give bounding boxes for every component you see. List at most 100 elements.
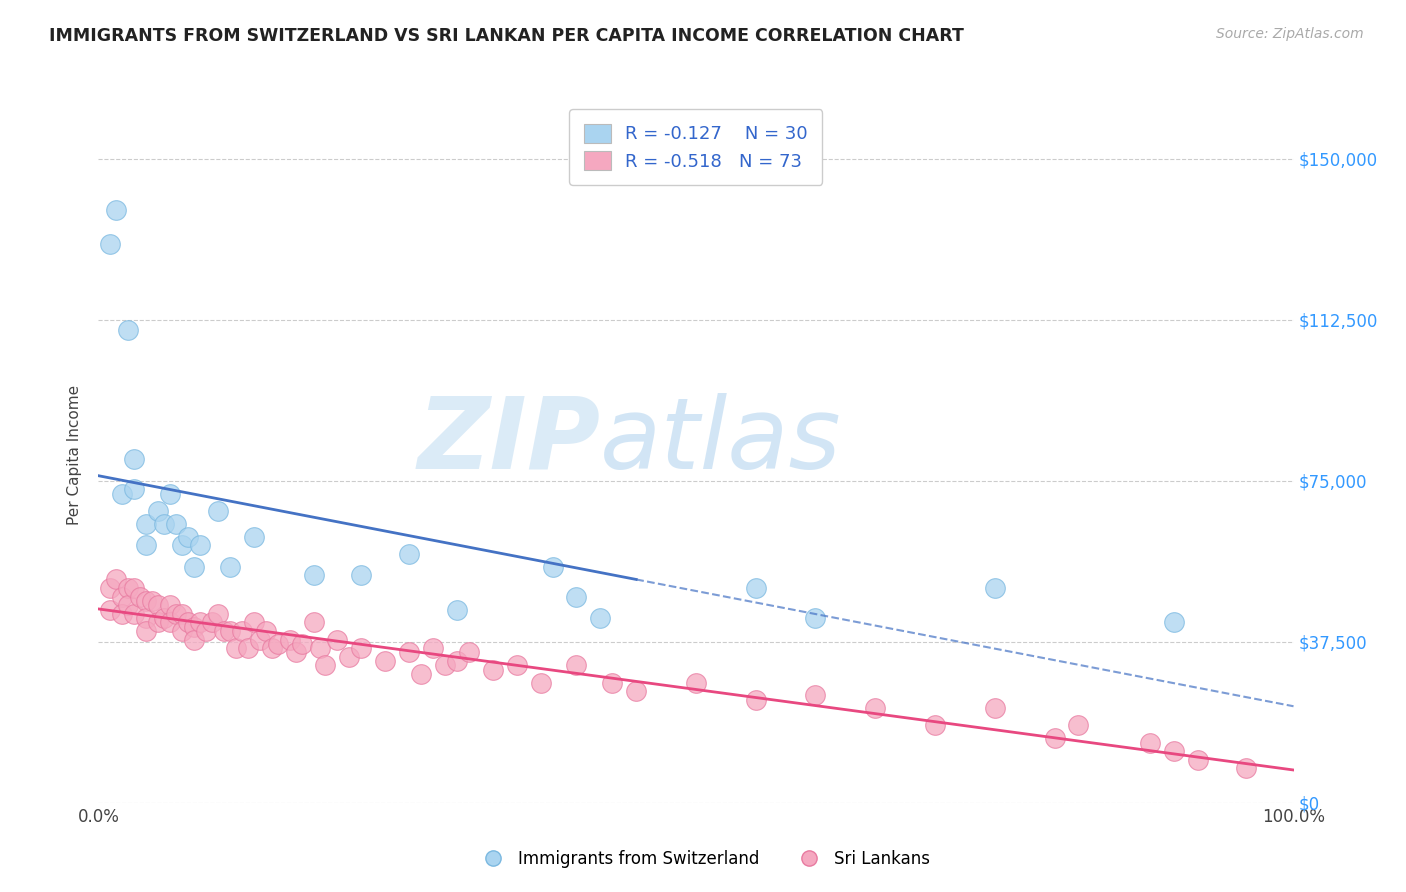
Point <box>350 641 373 656</box>
Point <box>745 692 768 706</box>
Point <box>124 483 146 497</box>
Point <box>236 641 259 656</box>
Point <box>124 607 146 621</box>
Point <box>159 615 181 630</box>
Point <box>1067 718 1090 732</box>
Point <box>172 624 194 638</box>
Point <box>565 590 588 604</box>
Point <box>111 486 134 500</box>
Point <box>207 504 229 518</box>
Point <box>339 649 361 664</box>
Point <box>260 641 283 656</box>
Point <box>565 658 588 673</box>
Point <box>685 675 707 690</box>
Point <box>315 658 337 673</box>
Point <box>212 624 235 638</box>
Point <box>111 590 134 604</box>
Point <box>1043 731 1066 746</box>
Point <box>188 538 211 552</box>
Point <box>302 568 325 582</box>
Point <box>446 602 468 616</box>
Point <box>153 611 176 625</box>
Point <box>219 559 242 574</box>
Point <box>183 632 205 647</box>
Point <box>1163 615 1185 630</box>
Point <box>530 675 553 690</box>
Point <box>98 581 122 595</box>
Point <box>1139 736 1161 750</box>
Point <box>124 452 146 467</box>
Point <box>398 547 420 561</box>
Point <box>446 654 468 668</box>
Point <box>422 641 444 656</box>
Point <box>924 718 946 732</box>
Point <box>284 645 307 659</box>
Point <box>165 516 187 531</box>
Point <box>626 684 648 698</box>
Point <box>481 663 505 677</box>
Text: Source: ZipAtlas.com: Source: ZipAtlas.com <box>1216 27 1364 41</box>
Point <box>135 624 157 638</box>
Legend: R = -0.127    N = 30, R = -0.518   N = 73: R = -0.127 N = 30, R = -0.518 N = 73 <box>569 109 823 185</box>
Point <box>254 624 277 638</box>
Point <box>602 675 624 690</box>
Point <box>1163 744 1185 758</box>
Point <box>278 632 301 647</box>
Point <box>153 516 176 531</box>
Point <box>458 645 481 659</box>
Point <box>231 624 253 638</box>
Point <box>148 615 170 630</box>
Point <box>172 607 194 621</box>
Point <box>207 607 229 621</box>
Point <box>308 641 330 656</box>
Point <box>105 573 128 587</box>
Point <box>267 637 290 651</box>
Point <box>177 615 200 630</box>
Point <box>984 701 1007 715</box>
Point <box>541 559 564 574</box>
Text: ZIP: ZIP <box>418 392 600 490</box>
Point <box>398 645 420 659</box>
Point <box>291 637 314 651</box>
Point <box>124 581 146 595</box>
Point <box>804 689 827 703</box>
Point <box>177 529 200 543</box>
Point <box>374 654 396 668</box>
Point <box>1234 761 1257 775</box>
Point <box>243 615 266 630</box>
Point <box>243 529 266 543</box>
Y-axis label: Per Capita Income: Per Capita Income <box>67 384 83 525</box>
Point <box>172 538 194 552</box>
Text: IMMIGRANTS FROM SWITZERLAND VS SRI LANKAN PER CAPITA INCOME CORRELATION CHART: IMMIGRANTS FROM SWITZERLAND VS SRI LANKA… <box>49 27 965 45</box>
Point <box>135 516 157 531</box>
Point <box>135 594 157 608</box>
Point <box>411 667 433 681</box>
Point <box>148 599 170 613</box>
Point <box>165 607 187 621</box>
Point <box>98 602 122 616</box>
Legend: Immigrants from Switzerland, Sri Lankans: Immigrants from Switzerland, Sri Lankans <box>470 844 936 875</box>
Point <box>159 599 181 613</box>
Point <box>350 568 373 582</box>
Point <box>201 615 224 630</box>
Point <box>302 615 325 630</box>
Point <box>183 620 205 634</box>
Point <box>219 624 242 638</box>
Point <box>105 203 128 218</box>
Point <box>141 594 163 608</box>
Point <box>148 504 170 518</box>
Point <box>506 658 529 673</box>
Point <box>589 611 612 625</box>
Point <box>159 486 181 500</box>
Point <box>135 538 157 552</box>
Point <box>225 641 247 656</box>
Text: atlas: atlas <box>600 392 842 490</box>
Point <box>326 632 349 647</box>
Point <box>111 607 134 621</box>
Point <box>183 559 205 574</box>
Point <box>188 615 211 630</box>
Point <box>745 581 768 595</box>
Point <box>195 624 218 638</box>
Point <box>98 237 122 252</box>
Point <box>117 599 139 613</box>
